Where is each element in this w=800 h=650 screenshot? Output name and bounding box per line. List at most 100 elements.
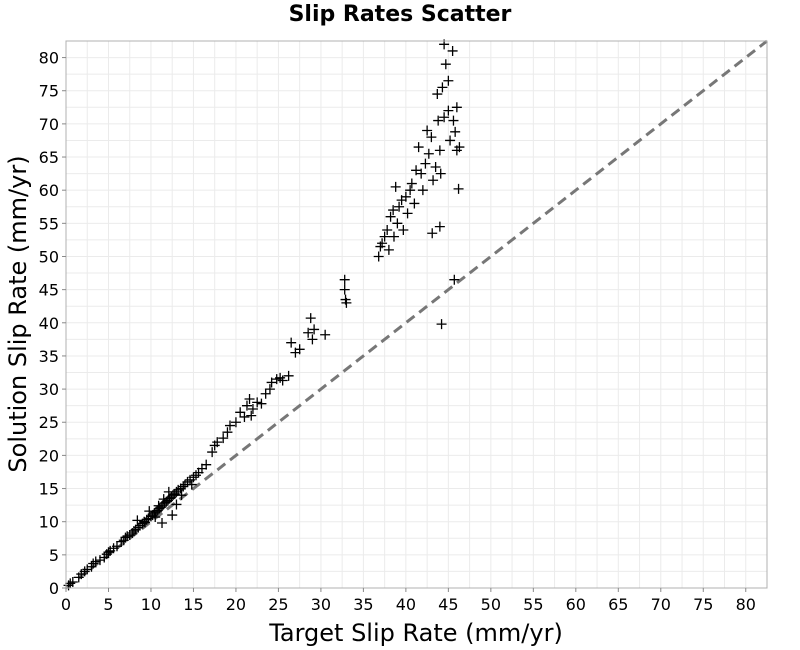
data-point	[373, 251, 384, 262]
data-point	[260, 388, 271, 399]
y-tick-label: 30	[39, 380, 59, 399]
x-tick-label: 60	[566, 595, 586, 614]
data-point	[400, 191, 411, 202]
y-tick-label: 65	[39, 148, 59, 167]
plot-frame	[65, 40, 768, 589]
data-point	[244, 394, 255, 405]
data-point	[122, 531, 133, 542]
data-point	[434, 145, 445, 156]
data-point	[103, 547, 114, 558]
data-point	[144, 506, 155, 517]
data-point	[443, 75, 454, 86]
data-point	[82, 564, 93, 575]
data-point	[222, 427, 233, 438]
data-point	[341, 297, 352, 308]
data-point	[416, 168, 427, 179]
data-point	[405, 185, 416, 196]
grid-lines	[65, 40, 768, 589]
data-point	[434, 221, 445, 232]
data-point	[201, 459, 212, 470]
data-point	[246, 410, 257, 421]
data-point	[309, 324, 320, 335]
x-tick-label: 15	[183, 595, 203, 614]
x-tick-label: 5	[103, 595, 113, 614]
data-point	[377, 238, 388, 249]
y-axis-label: Solution Slip Rate (mm/yr)	[4, 155, 32, 472]
y-tick-label: 70	[39, 115, 59, 134]
data-point	[167, 510, 178, 521]
data-point	[433, 115, 444, 126]
reference-line-group	[65, 39, 768, 590]
data-point	[188, 472, 199, 483]
data-point	[241, 400, 252, 411]
data-point	[294, 344, 305, 355]
data-point	[420, 158, 431, 169]
x-tick-label: 35	[353, 595, 373, 614]
data-point	[382, 224, 393, 235]
x-tick-label: 0	[61, 595, 71, 614]
data-point	[277, 375, 288, 386]
data-point	[191, 470, 202, 481]
data-point	[454, 142, 465, 153]
data-point	[178, 481, 189, 492]
data-point	[402, 208, 413, 219]
y-tick-label: 80	[39, 49, 59, 68]
data-point	[275, 372, 286, 383]
data-point	[171, 499, 182, 510]
x-tick-label: 70	[651, 595, 671, 614]
data-point	[224, 420, 235, 431]
y-tick-label: 35	[39, 347, 59, 366]
reference-line	[65, 39, 768, 590]
data-point	[432, 89, 443, 100]
data-point	[450, 126, 461, 137]
data-point	[157, 518, 168, 529]
data-point	[256, 398, 267, 409]
data-point	[111, 541, 122, 552]
y-tick-label: 10	[39, 513, 59, 532]
data-point	[339, 274, 350, 285]
data-point	[266, 377, 277, 388]
data-point	[449, 274, 460, 285]
x-tick-label: 30	[311, 595, 331, 614]
data-point	[247, 403, 258, 414]
data-point	[423, 148, 434, 159]
data-point	[305, 313, 316, 324]
x-tick-label: 50	[481, 595, 501, 614]
x-axis-label: Target Slip Rate (mm/yr)	[268, 619, 563, 647]
data-point	[158, 494, 169, 505]
data-point	[409, 198, 420, 209]
data-point	[437, 82, 448, 93]
data-point	[207, 447, 218, 458]
data-point	[163, 486, 174, 497]
data-point	[394, 201, 405, 212]
data-point	[436, 319, 447, 330]
data-point	[94, 555, 105, 566]
data-point	[422, 125, 433, 136]
data-point	[447, 45, 458, 56]
data-point	[435, 168, 446, 179]
x-tick-label: 80	[736, 595, 756, 614]
data-point	[406, 178, 417, 189]
x-tick-label: 40	[396, 595, 416, 614]
y-tick-label: 50	[39, 247, 59, 266]
x-tick-label: 65	[608, 595, 628, 614]
data-point	[445, 135, 456, 146]
data-point	[65, 578, 76, 589]
data-point	[390, 181, 401, 192]
data-point	[120, 532, 131, 543]
x-tick-label: 25	[268, 595, 288, 614]
y-tick-label: 0	[49, 579, 59, 598]
data-point	[283, 370, 294, 381]
data-point	[426, 132, 437, 143]
data-point	[440, 59, 451, 70]
x-tick-labels: 0 5 10 15 20 25 30 35 40 45 50 55 60 65 70 75 80	[61, 588, 756, 614]
y-tick-label: 45	[39, 281, 59, 300]
x-tick-label: 20	[226, 595, 246, 614]
y-tick-label: 60	[39, 181, 59, 200]
y-tick-labels: 0 5 10 15 20 25 30 35 40 45 50 55 60 65 70 75 80	[39, 49, 66, 598]
data-point	[383, 244, 394, 255]
data-point	[150, 512, 161, 523]
chart-title: Slip Rates Scatter	[288, 2, 512, 27]
data-point	[411, 165, 422, 176]
